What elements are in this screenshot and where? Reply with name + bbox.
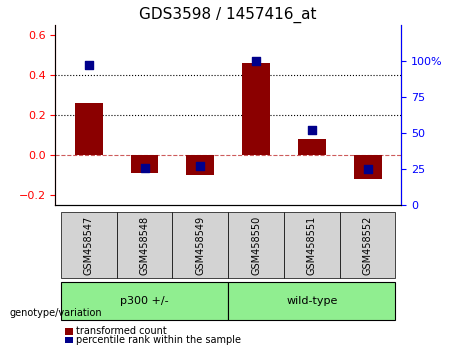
Text: GSM458550: GSM458550 bbox=[251, 216, 261, 275]
Point bbox=[252, 58, 260, 64]
Text: GSM458552: GSM458552 bbox=[363, 216, 372, 275]
Text: GSM458547: GSM458547 bbox=[84, 216, 94, 275]
FancyBboxPatch shape bbox=[340, 212, 396, 278]
FancyBboxPatch shape bbox=[117, 212, 172, 278]
Point bbox=[197, 164, 204, 169]
FancyBboxPatch shape bbox=[61, 282, 228, 320]
Bar bbox=[354, 155, 382, 179]
FancyBboxPatch shape bbox=[172, 212, 228, 278]
Text: GSM458549: GSM458549 bbox=[195, 216, 205, 275]
Bar bbox=[75, 103, 103, 155]
Title: GDS3598 / 1457416_at: GDS3598 / 1457416_at bbox=[139, 7, 317, 23]
Text: genotype/variation: genotype/variation bbox=[9, 308, 102, 318]
Point bbox=[364, 166, 371, 172]
Bar bbox=[298, 139, 326, 155]
FancyBboxPatch shape bbox=[61, 212, 117, 278]
Text: GSM458551: GSM458551 bbox=[307, 216, 317, 275]
Text: GSM458548: GSM458548 bbox=[140, 216, 149, 275]
Text: percentile rank within the sample: percentile rank within the sample bbox=[76, 335, 241, 345]
Text: p300 +/-: p300 +/- bbox=[120, 296, 169, 306]
Bar bbox=[242, 63, 270, 155]
Text: transformed count: transformed count bbox=[76, 326, 167, 336]
FancyBboxPatch shape bbox=[284, 212, 340, 278]
Point bbox=[85, 62, 93, 68]
FancyBboxPatch shape bbox=[228, 212, 284, 278]
Point bbox=[308, 127, 315, 133]
Bar bbox=[186, 155, 214, 175]
Point bbox=[141, 165, 148, 171]
FancyBboxPatch shape bbox=[228, 282, 396, 320]
Text: wild-type: wild-type bbox=[286, 296, 337, 306]
Bar bbox=[130, 155, 159, 173]
